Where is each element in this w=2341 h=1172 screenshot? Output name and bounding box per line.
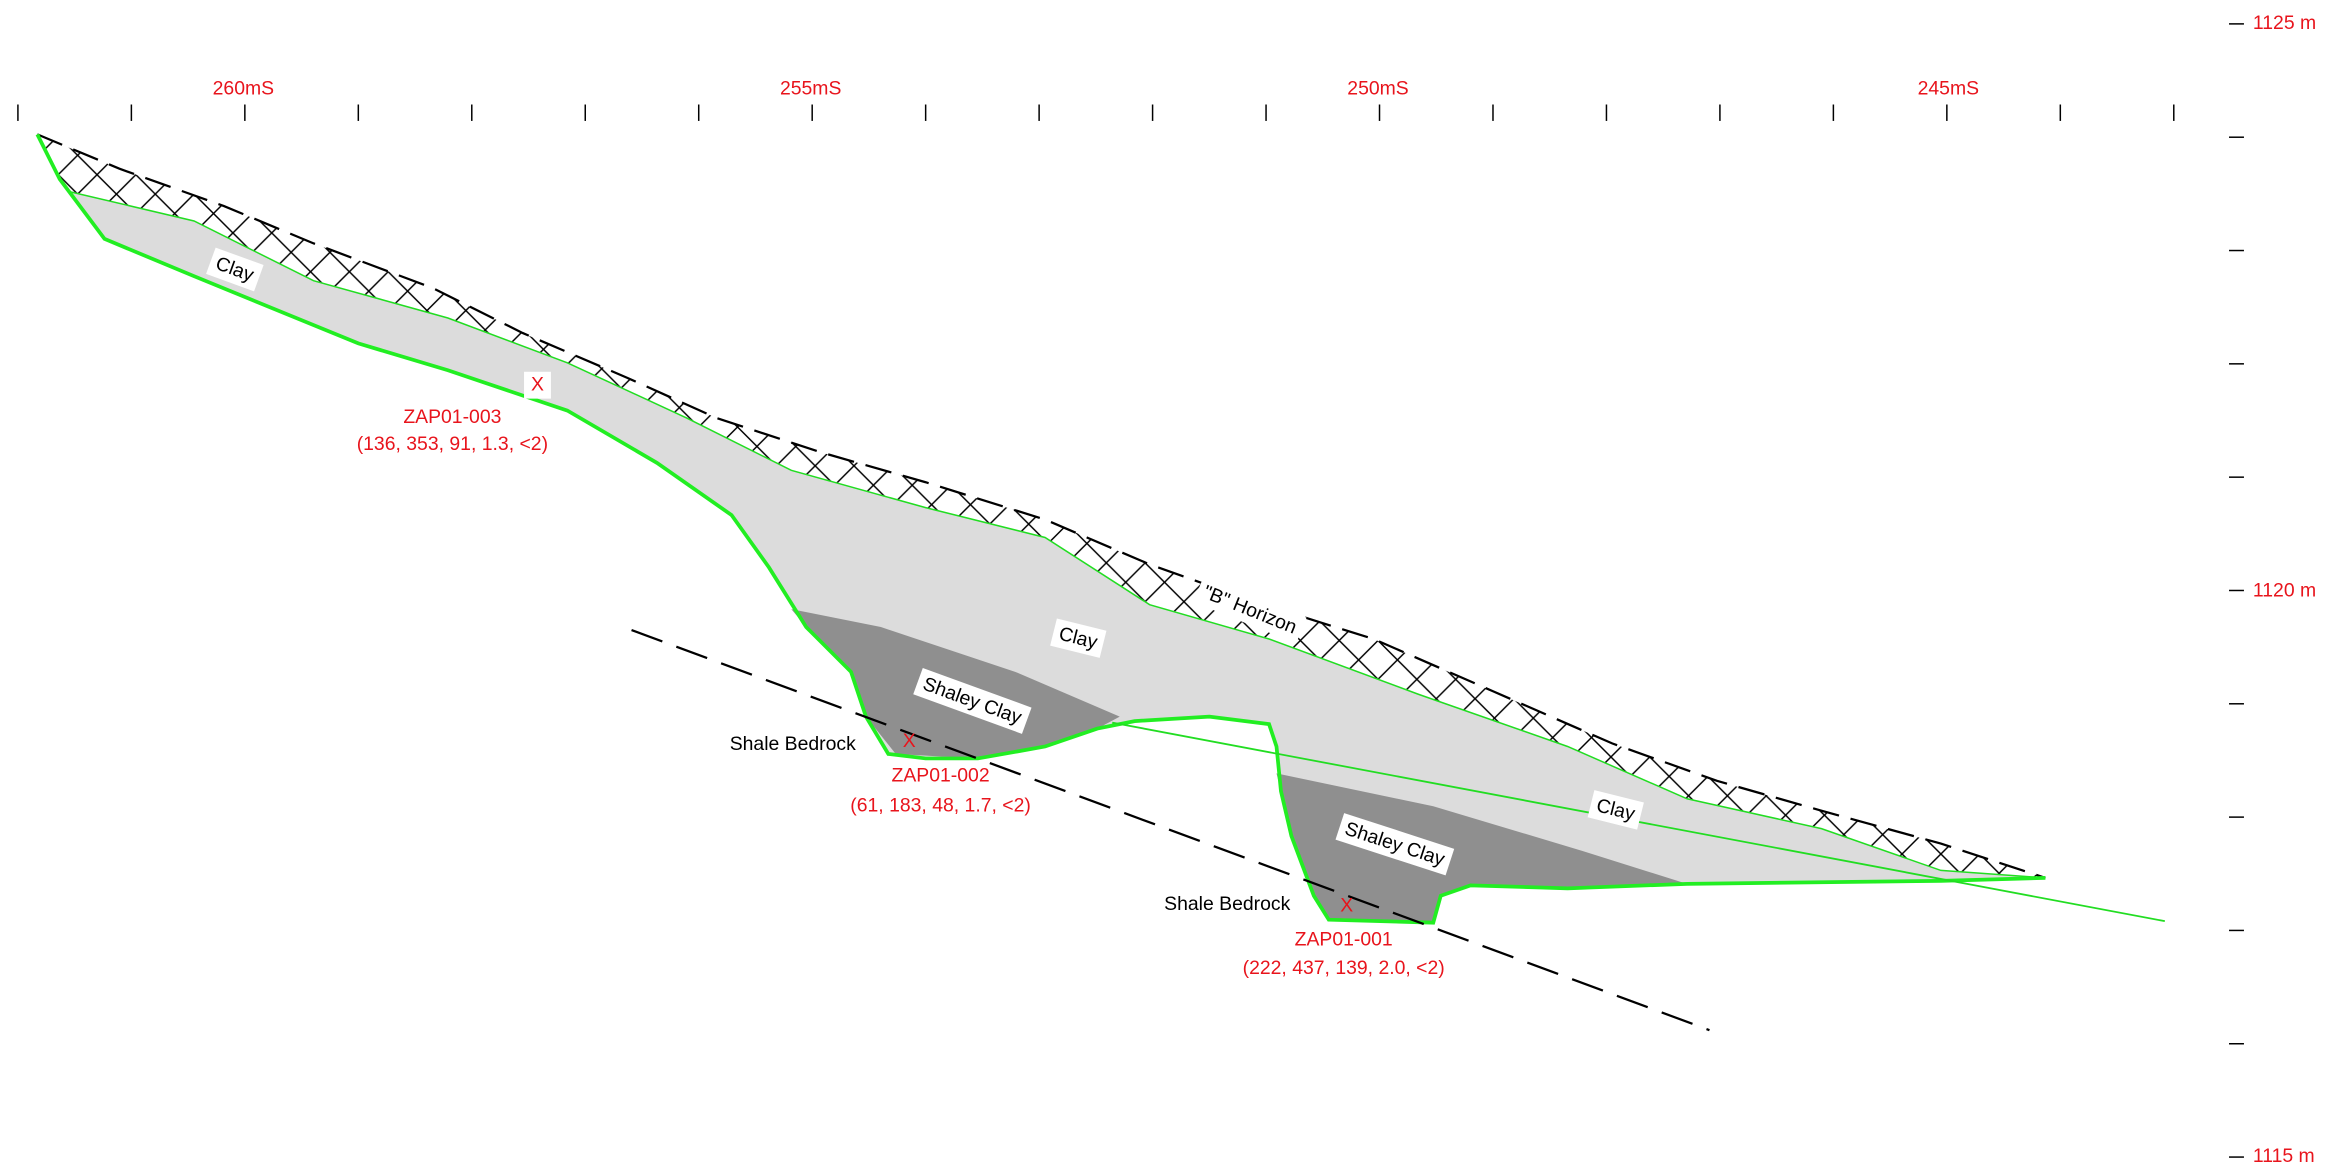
b-horizon [37,134,2046,878]
label-box [524,371,551,399]
sample-marker: X [1340,894,1353,916]
sample-marker: X [903,730,916,752]
layer-label: Clay [1050,618,1107,658]
shaley-clay-layer [1276,773,1688,923]
sample-id: ZAP01-003 [403,406,501,428]
sample-values: (222, 437, 139, 2.0, <2) [1243,957,1445,979]
label-box [1193,576,1307,644]
label-box [1050,618,1107,658]
axis-label: 1120 m [2253,579,2316,601]
label-box [206,247,264,292]
axis-label: 255mS [780,78,842,100]
sample-values: (61, 183, 48, 1.7, <2) [850,794,1031,816]
label-box [1587,790,1644,830]
bedrock-label: Shale Bedrock [730,733,856,755]
axis-label: 1125 m [2253,12,2316,34]
b-horizon-base [67,190,2046,879]
axis-label: 260mS [213,78,275,100]
axis-label: 245mS [1918,78,1980,100]
label-box [913,668,1032,734]
axis-label: 1115 m [2253,1145,2315,1167]
clay-base [35,133,2046,925]
axis-label: 250mS [1347,78,1409,100]
bedrock-label: Shale Bedrock [1164,893,1290,915]
sample-values: (136, 353, 91, 1.3, <2) [357,433,548,455]
ground-surface [36,133,2046,879]
sample-id: ZAP01-001 [1295,929,1393,951]
sample-id: ZAP01-002 [892,764,990,786]
label-box [1335,813,1455,876]
layer-label: Clay [1587,790,1644,830]
clay-layer [37,134,2046,923]
bedrock-contact [631,628,1710,1032]
sample-marker: X [531,373,544,395]
